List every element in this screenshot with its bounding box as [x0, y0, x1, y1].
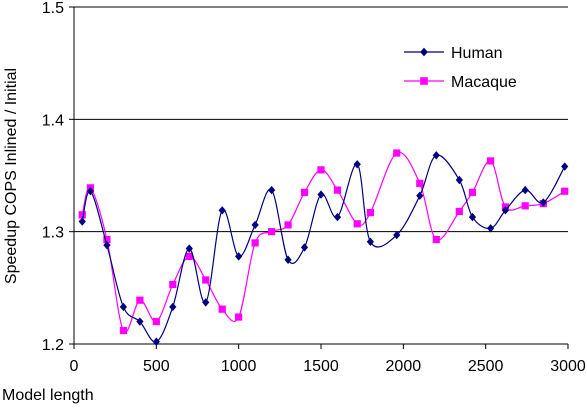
- data-point-macaque: [185, 252, 193, 260]
- x-tick-label: 3000: [550, 358, 586, 375]
- tick-labels: 1.2 1.3 1.4 1.5 0 500 1000 1500 2000 2500 3000: [42, 0, 586, 375]
- data-point-human: [300, 243, 309, 252]
- data-point-macaque: [521, 202, 529, 210]
- data-point-macaque: [78, 211, 86, 219]
- data-point-macaque: [366, 208, 374, 217]
- data-point-human: [539, 198, 547, 207]
- x-axis-title: Model length: [2, 387, 94, 404]
- x-tick-label: 500: [143, 358, 170, 375]
- data-point-human: [103, 240, 111, 250]
- legend-marker: [420, 47, 428, 57]
- data-point-human: [169, 302, 177, 312]
- data-point-macaque: [468, 188, 477, 196]
- data-point-human: [86, 187, 95, 196]
- data-point-human: [136, 317, 144, 326]
- grid-lines: [74, 6, 568, 233]
- data-point-macaque: [202, 276, 210, 284]
- data-point-human: [455, 175, 463, 185]
- data-point-human: [235, 252, 243, 261]
- x-tick-label: 1000: [221, 358, 257, 375]
- legend-label: Human: [451, 45, 503, 62]
- data-point-human: [251, 220, 259, 230]
- data-point-macaque: [103, 235, 111, 244]
- legend-item-human: Human: [404, 45, 503, 62]
- data-point-human: [152, 337, 160, 346]
- data-point-human: [185, 244, 193, 253]
- data-point-human: [268, 185, 276, 195]
- data-point-human: [561, 162, 569, 171]
- data-point-human: [202, 298, 210, 307]
- y-tick-label: 1.2: [42, 337, 64, 354]
- data-point-human: [353, 160, 361, 169]
- data-point-human: [119, 302, 127, 312]
- series-human: [78, 151, 569, 346]
- x-tick-label: 0: [70, 358, 79, 375]
- data-point-human: [284, 255, 292, 264]
- data-point-macaque: [432, 235, 440, 244]
- data-point-human: [393, 230, 401, 240]
- data-point-human: [487, 224, 495, 233]
- data-point-macaque: [353, 220, 361, 228]
- data-point-macaque: [333, 186, 342, 194]
- data-point-macaque: [268, 228, 276, 236]
- series-group: [78, 149, 569, 346]
- data-point-macaque: [455, 207, 463, 216]
- data-point-macaque: [393, 149, 401, 157]
- legend-item-macaque: Macaque: [404, 74, 517, 91]
- series-line-human: [81, 154, 566, 343]
- y-tick-label: 1.3: [42, 225, 64, 242]
- data-point-macaque: [561, 187, 569, 195]
- data-point-human: [78, 217, 86, 226]
- data-point-macaque: [152, 317, 160, 326]
- data-point-macaque: [416, 179, 424, 187]
- data-point-human: [366, 237, 374, 246]
- series-line-macaque: [81, 151, 566, 333]
- data-point-macaque: [235, 313, 243, 321]
- x-tick-label: 2500: [468, 358, 504, 375]
- y-tick-label: 1.4: [42, 112, 64, 129]
- data-point-macaque: [487, 157, 495, 165]
- legend-label: Macaque: [451, 74, 517, 91]
- legend: Human Macaque: [404, 45, 517, 91]
- data-point-human: [432, 151, 440, 160]
- data-point-human: [521, 185, 529, 195]
- data-point-macaque: [136, 296, 144, 304]
- x-tick-label: 2000: [386, 358, 422, 375]
- data-point-human: [468, 212, 477, 222]
- y-tick-label: 1.5: [42, 0, 64, 17]
- x-tick-label: 1500: [303, 358, 339, 375]
- data-point-human: [333, 212, 342, 222]
- data-point-macaque: [300, 188, 309, 196]
- data-point-human: [218, 206, 226, 215]
- data-point-macaque: [251, 239, 259, 247]
- data-point-macaque: [317, 166, 325, 174]
- data-point-macaque: [119, 326, 127, 335]
- data-point-macaque: [284, 221, 292, 229]
- data-point-macaque: [218, 305, 226, 313]
- series-macaque: [78, 149, 569, 335]
- data-point-human: [317, 190, 325, 199]
- legend-marker: [420, 77, 428, 85]
- data-point-macaque: [169, 280, 177, 289]
- y-axis-title: Speedup COPS Inlined / Initial: [3, 68, 20, 284]
- data-point-human: [501, 206, 510, 215]
- data-point-human: [416, 191, 424, 200]
